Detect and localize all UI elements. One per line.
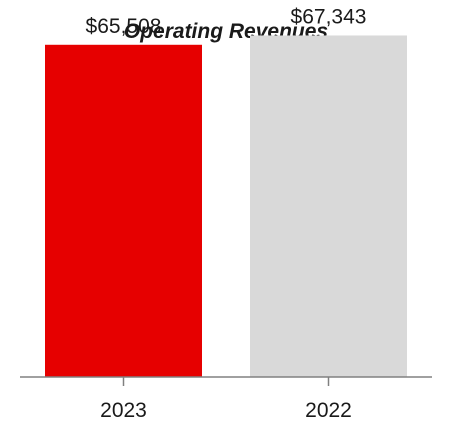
data-labels-group: $65,508 $67,343 [86, 5, 367, 37]
x-tick-label-2022: 2022 [305, 399, 352, 422]
bars-group [45, 35, 407, 378]
data-label-2023: $65,508 [86, 15, 162, 38]
x-axis-ticks-group: 2023 2022 [100, 377, 352, 422]
bar-2023 [45, 44, 202, 378]
data-label-2022: $67,343 [291, 5, 367, 28]
bar-2022 [250, 35, 407, 377]
x-tick-label-2023: 2023 [100, 399, 147, 422]
